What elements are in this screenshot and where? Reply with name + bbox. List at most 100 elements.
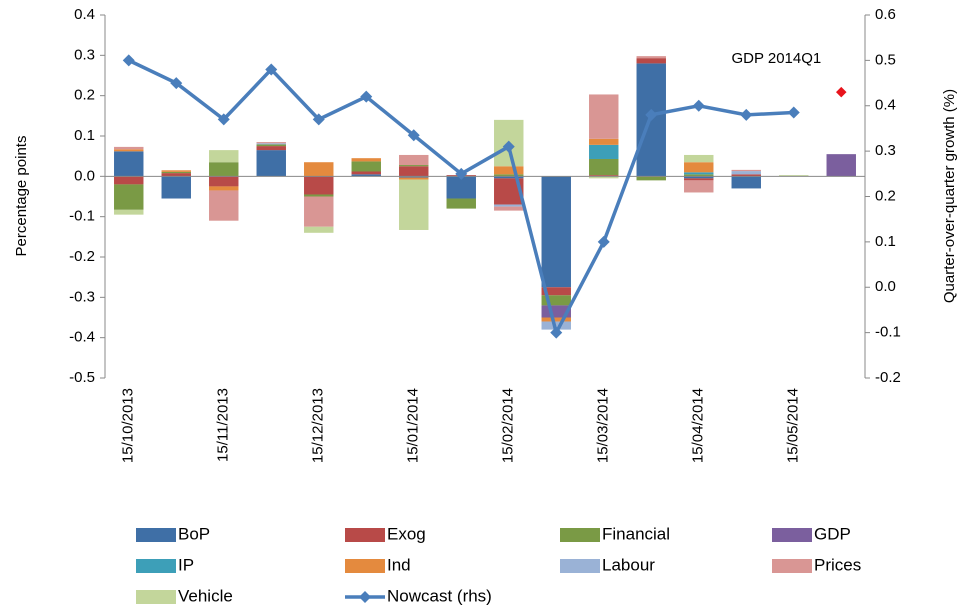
line-marker <box>645 108 658 121</box>
bar-segment <box>114 151 144 177</box>
line-marker <box>312 113 325 126</box>
bar-segment <box>494 174 524 177</box>
y2-tick-label: 0.0 <box>875 278 896 295</box>
bar-segment <box>304 196 334 227</box>
legend-marker <box>359 591 371 603</box>
line-marker <box>550 326 563 339</box>
bar-segment <box>541 317 571 322</box>
bar-segment <box>731 169 761 172</box>
y-tick-label: -0.3 <box>69 288 95 305</box>
bar-segment <box>304 194 334 197</box>
x-tick-label: 15/10/2013 <box>120 388 137 463</box>
x-tick-label: 15/11/2013 <box>215 388 232 462</box>
legend-swatch <box>772 528 812 542</box>
line-marker <box>502 140 515 153</box>
bar-segment <box>399 177 429 180</box>
bar-segment <box>114 176 144 185</box>
bar-segment <box>209 190 239 221</box>
y-axis-title: Percentage points <box>13 136 30 257</box>
bar-segment <box>161 171 191 174</box>
bar-segment <box>684 154 714 163</box>
bar-segment <box>684 162 714 173</box>
bar-segment <box>684 176 714 179</box>
bar-segment <box>351 161 381 172</box>
line-marker <box>740 108 753 121</box>
bar-segment <box>161 173 191 177</box>
bar-segment <box>826 154 856 177</box>
annotation-marker <box>834 85 848 99</box>
x-tick-label: 15/12/2013 <box>310 388 327 463</box>
bar-segment <box>684 172 714 175</box>
bar-segment <box>589 138 619 145</box>
legend-swatch <box>560 528 600 542</box>
bar-segment <box>731 171 761 175</box>
bar-segment <box>209 150 239 163</box>
y-tick-label: 0.1 <box>74 127 95 144</box>
bar-segment <box>351 171 381 175</box>
bar-segment <box>351 158 381 162</box>
bar-segment <box>636 176 666 181</box>
legend-label: Vehicle <box>178 586 233 605</box>
y-tick-label: 0.4 <box>74 6 95 23</box>
bar-segment <box>589 176 619 179</box>
y-tick-label: -0.2 <box>69 248 95 265</box>
line-marker <box>787 106 800 119</box>
bar-segment <box>114 146 144 150</box>
legend-label: Exog <box>387 524 426 543</box>
legend-label: IP <box>178 555 194 574</box>
bar-segment <box>541 287 571 296</box>
bar-segment <box>161 170 191 172</box>
y-tick-label: 0.3 <box>74 46 95 63</box>
legend-swatch <box>136 528 176 542</box>
bar-segment <box>494 176 524 179</box>
legend-swatch <box>772 559 812 573</box>
y2-tick-label: 0.4 <box>875 97 896 114</box>
bar-segment <box>446 198 476 209</box>
y2-tick-label: 0.1 <box>875 233 896 250</box>
bar-segment <box>731 176 761 189</box>
bar-segment <box>636 58 666 64</box>
bar-segment <box>114 209 144 215</box>
bar-segment <box>541 295 571 306</box>
bar-segment <box>256 150 286 177</box>
legend-label: Prices <box>814 555 861 574</box>
bar-segment <box>684 178 714 181</box>
bar-segment <box>684 180 714 193</box>
bar-segment <box>209 162 239 177</box>
legend-swatch <box>560 559 600 573</box>
legend-swatch <box>345 559 385 573</box>
line-marker <box>455 167 468 180</box>
bar-segment <box>256 146 286 151</box>
legend-label: Labour <box>602 555 655 574</box>
legend-label: Ind <box>387 555 411 574</box>
line-marker <box>360 90 373 103</box>
bar-segment <box>731 174 761 177</box>
bar-segment <box>399 179 429 230</box>
legend-label: Financial <box>602 524 670 543</box>
bar-segment <box>256 144 286 147</box>
bar-segment <box>399 166 429 177</box>
y2-tick-label: 0.2 <box>875 187 896 204</box>
y2-tick-label: 0.5 <box>875 51 896 68</box>
bar-segment <box>684 174 714 177</box>
legend-swatch <box>345 528 385 542</box>
bar-segment <box>446 176 476 199</box>
bar-segment <box>494 204 524 207</box>
line-marker <box>265 63 278 76</box>
bar-segment <box>589 158 619 176</box>
bar-segment <box>256 143 286 145</box>
y-tick-label: -0.5 <box>69 369 95 386</box>
annotation-label: GDP 2014Q1 <box>731 50 821 67</box>
y2-axis-title: Quarter-over-quarter growth (%) <box>941 89 958 303</box>
bar-segment <box>399 154 429 166</box>
bar-segment <box>589 144 619 159</box>
legend-label: GDP <box>814 524 851 543</box>
bar-segment <box>494 166 524 175</box>
legend-label: Nowcast (rhs) <box>387 586 492 605</box>
x-tick-label: 15/05/2014 <box>785 388 802 463</box>
y-tick-label: 0.2 <box>74 87 95 104</box>
line-marker <box>170 77 183 90</box>
bar-segment <box>589 175 619 177</box>
bar-segment <box>399 165 429 167</box>
